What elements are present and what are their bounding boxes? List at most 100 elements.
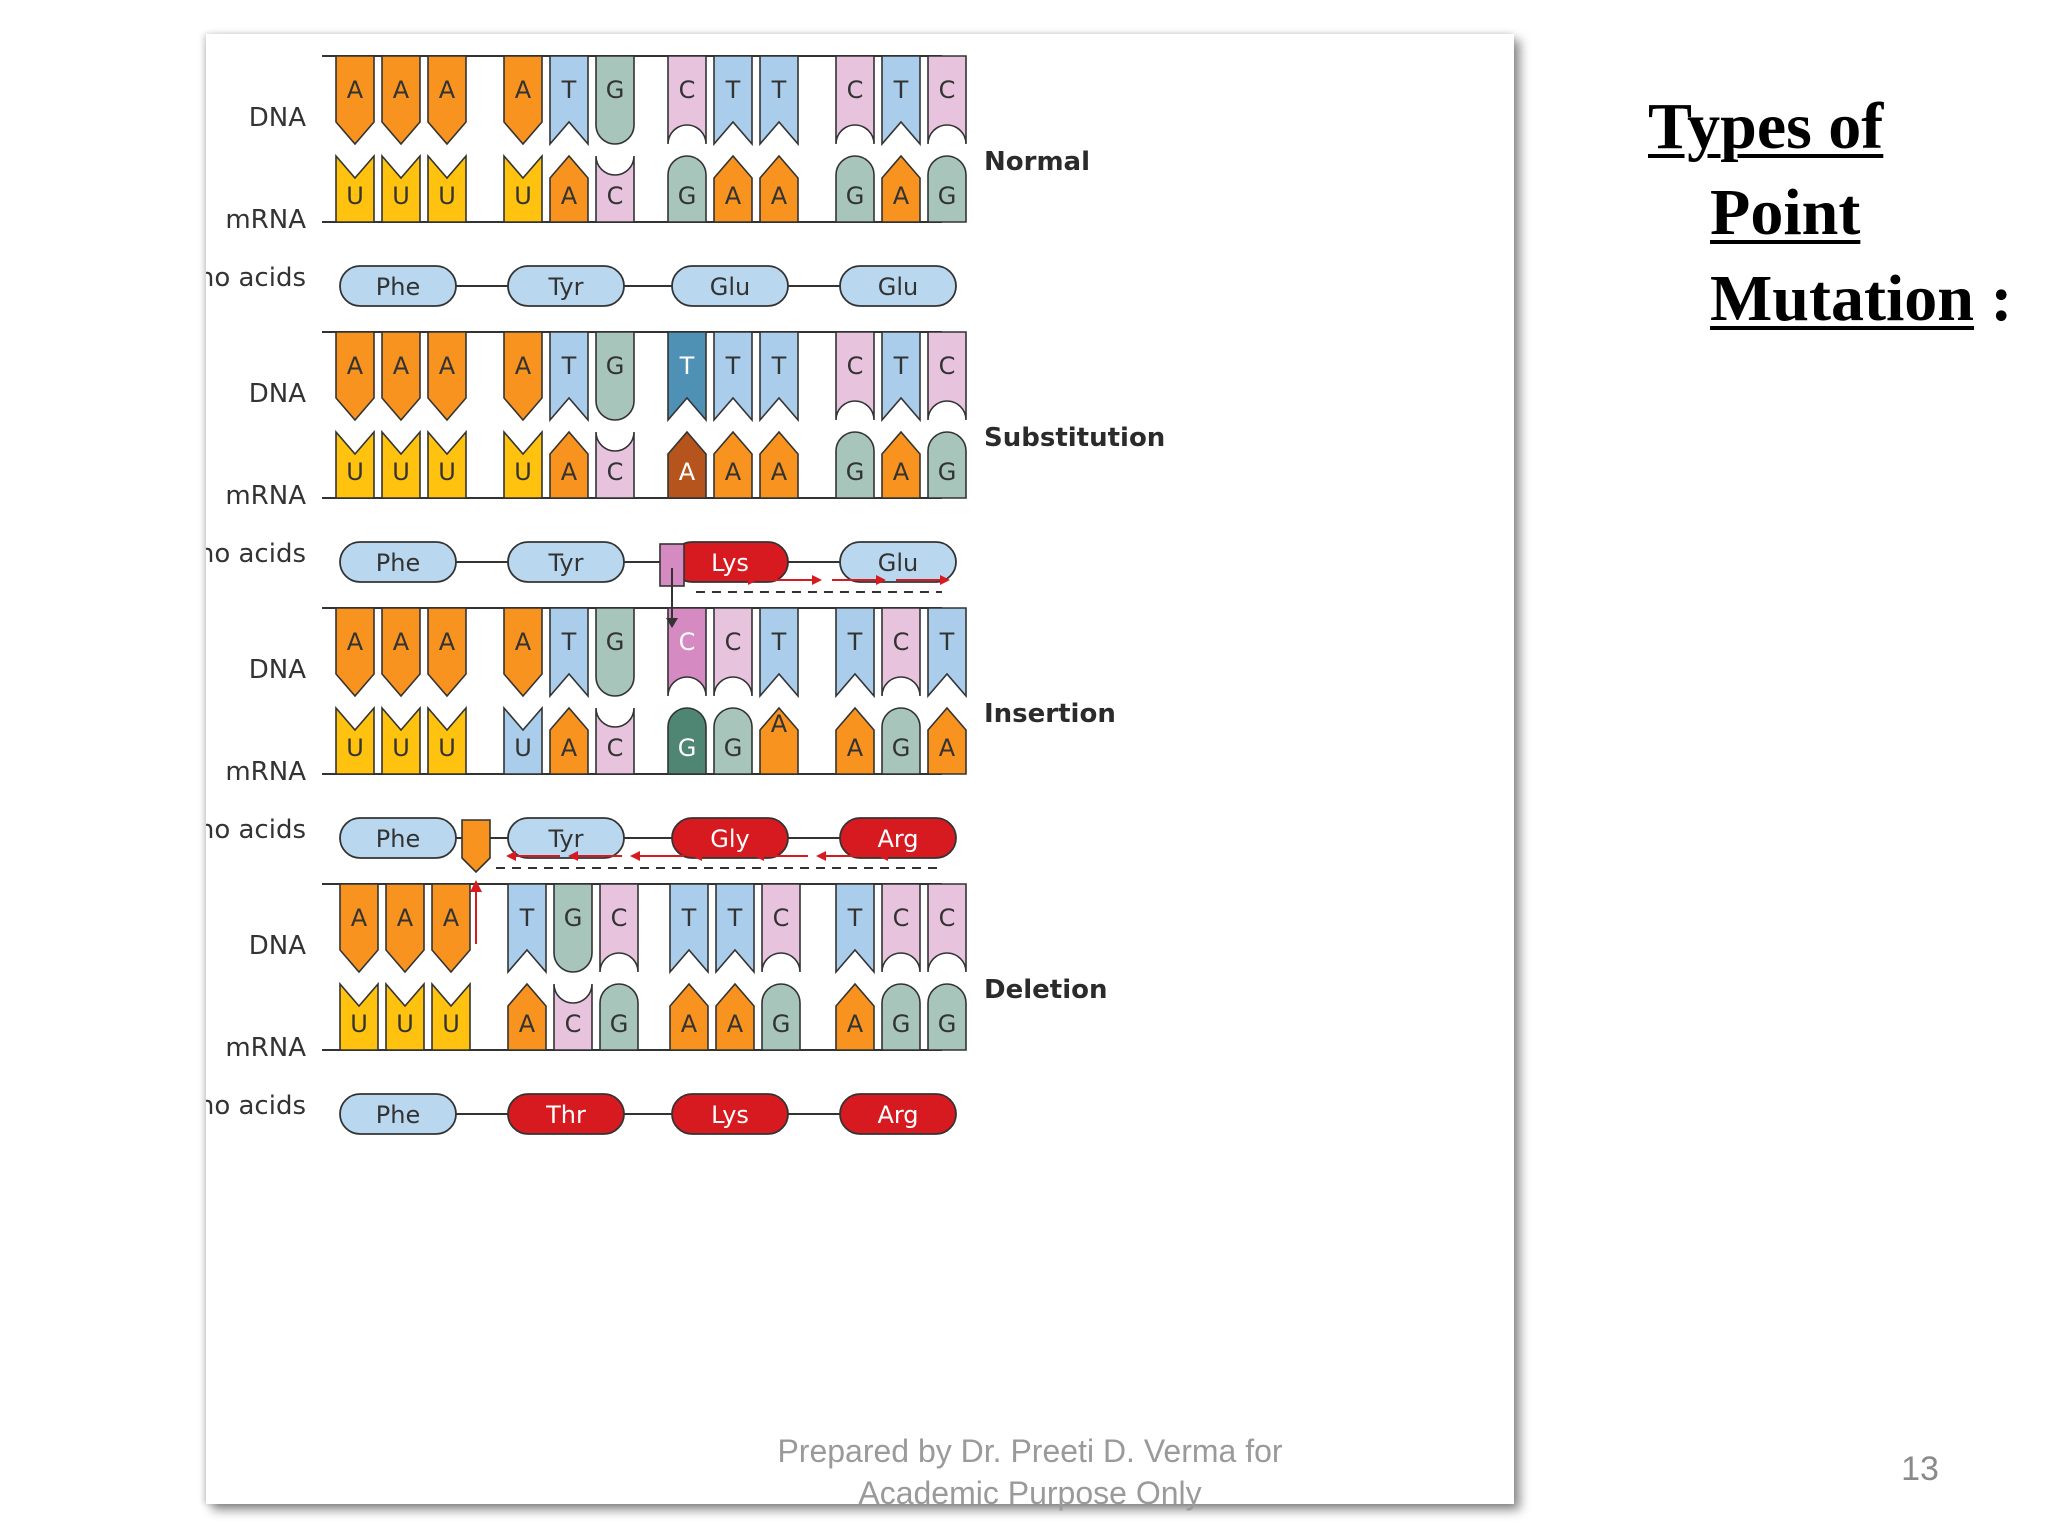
- dna-base-letter: T: [561, 628, 577, 656]
- page-number: 13: [1880, 1450, 1960, 1489]
- dna-base-letter: T: [771, 76, 787, 104]
- arrow-head: [470, 880, 482, 892]
- dna-base-letter: G: [564, 904, 583, 932]
- mrna-row-label: mRNA: [225, 757, 306, 787]
- mrna-base-letter: A: [771, 710, 788, 738]
- mrna-base-letter: U: [392, 458, 410, 486]
- dna-base-letter: A: [351, 904, 368, 932]
- mrna-base-letter: G: [846, 458, 865, 486]
- mrna-base-letter: G: [938, 458, 957, 486]
- dna-base-letter: T: [561, 352, 577, 380]
- dna-base-letter: T: [725, 352, 741, 380]
- panel-label: Substitution: [984, 423, 1165, 453]
- dna-row-label: DNA: [249, 103, 306, 133]
- amino-acid-label: Lys: [711, 1101, 749, 1129]
- dna-base-letter: C: [679, 76, 696, 104]
- amino-acid-label: Arg: [877, 1101, 918, 1129]
- amino-acid-label: Tyr: [548, 549, 584, 577]
- mrna-base-letter: A: [847, 734, 864, 762]
- mrna-base-letter: A: [771, 182, 788, 210]
- amino-acid-label: Lys: [711, 549, 749, 577]
- dna-base-letter: T: [681, 904, 697, 932]
- arrow-head: [812, 575, 822, 585]
- dna-base-letter: C: [847, 76, 864, 104]
- mrna-row-label: mRNA: [225, 481, 306, 511]
- panel-normal: DNAmRNAAmino acidsNormalAAAATGCTTCTCUUUU…: [206, 56, 1090, 306]
- mrna-base-letter: A: [939, 734, 956, 762]
- mrna-base-letter: U: [514, 182, 532, 210]
- dna-base-letter: A: [439, 628, 456, 656]
- mrna-row-label: mRNA: [225, 205, 306, 235]
- dna-base-letter: T: [893, 76, 909, 104]
- dna-base-letter: T: [847, 628, 863, 656]
- mrna-base-letter: U: [346, 182, 364, 210]
- mrna-base-letter: C: [607, 734, 624, 762]
- footer-note: Prepared by Dr. Preeti D. Verma for Acad…: [700, 1430, 1360, 1514]
- dna-base-letter: C: [893, 904, 910, 932]
- amino-acids-row-label: Amino acids: [206, 815, 306, 845]
- amino-acids-row-label: Amino acids: [206, 539, 306, 569]
- dna-base-letter: A: [439, 76, 456, 104]
- mrna-base-letter: U: [438, 182, 456, 210]
- panel-insertion: DNA mRNA Amino acids Insertion A A A A T G C C T T C T U…: [206, 544, 1116, 858]
- mrna-base-letter: A: [725, 458, 742, 486]
- mrna-base-letter: G: [892, 1010, 911, 1038]
- dna-base-letter: A: [439, 352, 456, 380]
- mrna-base-letter: U: [438, 734, 456, 762]
- dna-base-letter: A: [515, 352, 532, 380]
- mrna-base-letter: U: [438, 458, 456, 486]
- mrna-base-letter: U: [346, 734, 364, 762]
- panel-label: Insertion: [984, 699, 1116, 729]
- dna-base-letter: C: [939, 904, 956, 932]
- amino-acid-label: Thr: [545, 1101, 586, 1129]
- mrna-base-letter: U: [514, 734, 532, 762]
- amino-acids-row-label: Amino acids: [206, 1091, 306, 1121]
- dna-base-letter: C: [725, 628, 742, 656]
- mrna-base-letter: U: [350, 1010, 368, 1038]
- panel-deletion: DNAmRNAAmino acidsDeletionAAATGCTTCTCCUU…: [206, 820, 1107, 1134]
- mrna-base-letter: G: [724, 734, 743, 762]
- dna-base-letter: A: [515, 76, 532, 104]
- mrna-row-label: mRNA: [225, 1033, 306, 1063]
- mrna-base-letter: G: [938, 1010, 957, 1038]
- mrna-base-letter: G: [846, 182, 865, 210]
- mrna-base-letter: U: [396, 1010, 414, 1038]
- mrna-base-letter: U: [392, 734, 410, 762]
- amino-acid-label: Gly: [710, 825, 749, 853]
- title-line-2: Point: [1710, 176, 1860, 249]
- mrna-base-letter: U: [392, 182, 410, 210]
- mrna-base-letter: G: [772, 1010, 791, 1038]
- amino-acid-label: Glu: [878, 273, 918, 301]
- mrna-base-letter: G: [678, 182, 697, 210]
- mrna-base-letter: G: [678, 734, 697, 762]
- dna-base-letter: G: [606, 628, 625, 656]
- mrna-base-letter: A: [771, 458, 788, 486]
- mrna-base-letter: G: [610, 1010, 629, 1038]
- slide-title: Types of Point Mutation :: [1648, 84, 2048, 342]
- dna-base-letter: T: [847, 904, 863, 932]
- arrow-head: [816, 851, 826, 861]
- mrna-base-letter: A: [725, 182, 742, 210]
- deleted-base-icon: [462, 820, 490, 872]
- dna-row-label: DNA: [249, 379, 306, 409]
- dna-base-letter: C: [939, 76, 956, 104]
- mrna-base-letter: A: [679, 458, 696, 486]
- footer-line-2: Academic Purpose Only: [700, 1472, 1360, 1514]
- amino-acid-label: Phe: [376, 273, 420, 301]
- mrna-base-letter: A: [519, 1010, 536, 1038]
- dna-base-letter: T: [771, 352, 787, 380]
- mrna-base-letter: A: [893, 182, 910, 210]
- dna-base-letter: C: [939, 352, 956, 380]
- arrow-head: [630, 851, 640, 861]
- dna-base-letter: A: [443, 904, 460, 932]
- dna-base-letter: C: [611, 904, 628, 932]
- mrna-base-letter: A: [893, 458, 910, 486]
- mrna-base-letter: U: [346, 458, 364, 486]
- mrna-base-letter: A: [727, 1010, 744, 1038]
- dna-base-letter: C: [773, 904, 790, 932]
- mrna-base-letter: G: [892, 734, 911, 762]
- panel-label: Deletion: [984, 975, 1107, 1005]
- amino-acids-row-label: Amino acids: [206, 263, 306, 293]
- title-colon: :: [1974, 262, 2012, 335]
- dna-base-letter: T: [939, 628, 955, 656]
